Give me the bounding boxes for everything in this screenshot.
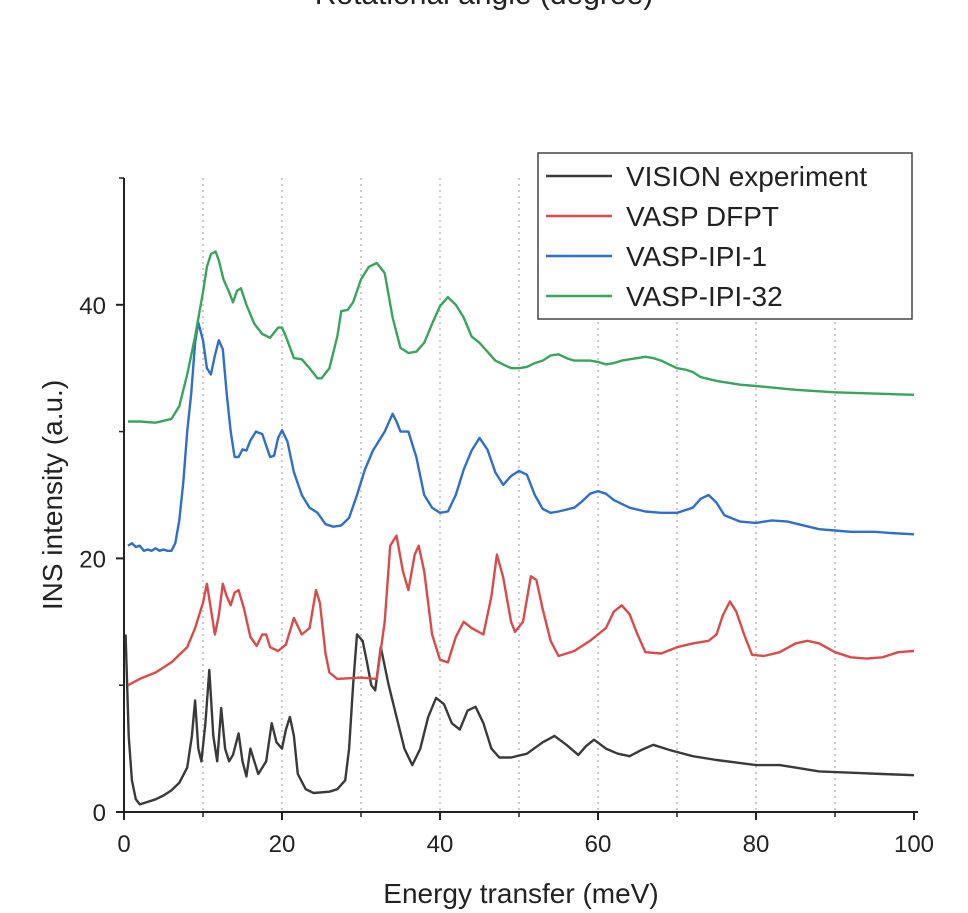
series-line-vasp-ipi-1 <box>127 321 915 552</box>
axes <box>123 178 918 813</box>
x-tick-label-80: 80 <box>743 831 770 858</box>
x-axis-label: Energy transfer (meV) <box>383 878 658 909</box>
previous-figure-axis-title-cut: Rotational angle (degree) <box>0 0 968 12</box>
legend-label-vision-experiment: VISION experiment <box>626 161 867 192</box>
y-tick-label-20: 20 <box>79 546 106 573</box>
ticks: 0 20 40 60 80 100 0 20 40 <box>79 177 934 858</box>
y-tick-label-0: 0 <box>93 800 106 827</box>
legend-label-vasp-dfpt: VASP DFPT <box>626 201 779 232</box>
legend-label-vasp-ipi-32: VASP-IPI-32 <box>626 281 783 312</box>
series-line-vision-experiment <box>124 633 915 806</box>
series-layer <box>124 250 915 806</box>
y-tick-label-40: 40 <box>79 293 106 320</box>
legend: VISION experiment VASP DFPT VASP-IPI-1 VASP… <box>537 152 913 320</box>
x-tick-label-60: 60 <box>585 831 612 858</box>
x-tick-label-0: 0 <box>117 831 130 858</box>
y-axis-label: INS intensity (a.u.) <box>37 380 68 610</box>
x-tick-label-20: 20 <box>269 831 296 858</box>
vertical-dotted-gridlines <box>202 178 836 812</box>
series-line-vasp-ipi-32 <box>128 250 915 424</box>
series-line-vasp-dfpt <box>127 534 915 687</box>
legend-box <box>537 152 913 320</box>
x-tick-label-40: 40 <box>427 831 454 858</box>
x-tick-label-100: 100 <box>894 831 934 858</box>
legend-label-vasp-ipi-1: VASP-IPI-1 <box>626 241 767 272</box>
